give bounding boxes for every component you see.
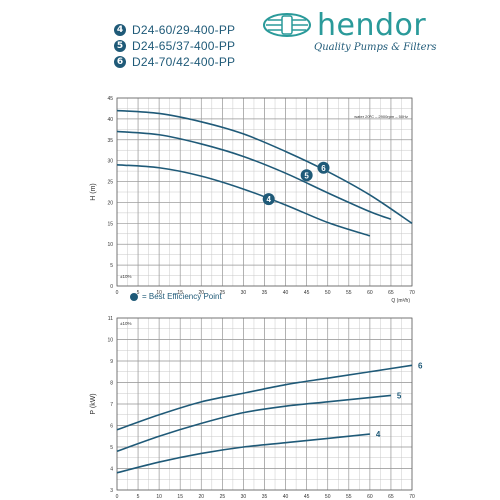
x-tick-label: 35 (262, 290, 268, 296)
curve-4 (116, 164, 371, 237)
x-tick-label: 55 (346, 290, 352, 296)
tolerance-label: ±10% (120, 274, 131, 279)
x-tick-label: 50 (325, 494, 331, 500)
x-tick-label: 65 (388, 290, 394, 296)
y-tick-label: 11 (108, 316, 113, 322)
x-tick-label: 20 (199, 494, 205, 500)
model-legend-row-6: 6 D24-70/42-400-PP (114, 55, 235, 69)
y-axis-label: H (m) (90, 183, 97, 201)
x-tick-label: 45 (304, 290, 310, 296)
brand-logo: hendor Quality Pumps & Filters (262, 6, 452, 60)
x-tick-label: 45 (304, 494, 310, 500)
y-axis-label: P (kW) (90, 393, 97, 414)
x-tick-label: 20 (199, 290, 205, 296)
model-badge-4: 4 (114, 24, 126, 36)
curve-5 (116, 130, 392, 220)
plot-frame (116, 317, 413, 491)
bep-label-5: 5 (304, 171, 309, 180)
tolerance-label: ±10% (120, 321, 131, 326)
bep-label-6: 6 (321, 164, 326, 173)
y-tick-label: 10 (107, 338, 113, 344)
y-tick-label: 35 (107, 138, 113, 144)
x-tick-label: 5 (137, 290, 140, 296)
curve-5 (116, 394, 392, 453)
x-tick-label: 70 (409, 494, 415, 500)
x-tick-label: 15 (177, 290, 183, 296)
y-tick-label: 4 (110, 467, 113, 473)
x-tick-label: 30 (241, 290, 247, 296)
x-tick-label: 35 (262, 494, 268, 500)
y-tick-label: 8 (110, 381, 113, 387)
bep-marker-6 (317, 161, 330, 174)
x-tick-label: 5 (137, 494, 140, 500)
y-tick-label: 5 (110, 445, 113, 451)
y-tick-label: 15 (107, 221, 113, 227)
x-tick-label: 55 (346, 494, 352, 500)
x-tick-label: 60 (367, 290, 373, 296)
x-tick-label: 15 (177, 494, 183, 500)
x-tick-label: 0 (116, 494, 119, 500)
conditions-annotation: water 20ºC – 2900rpm – 50Hz (354, 114, 408, 119)
x-tick-label: 40 (283, 290, 289, 296)
curve-6 (116, 364, 413, 431)
y-tick-label: 0 (110, 284, 113, 290)
bep-legend-label: = Best Efficiency Point (142, 292, 222, 301)
brand-tagline: Quality Pumps & Filters (314, 42, 437, 53)
model-name-4: D24-60/29-400-PP (132, 23, 236, 37)
bep-marker-4 (262, 193, 275, 206)
x-tick-label: 10 (156, 494, 162, 500)
y-tick-label: 3 (110, 488, 113, 494)
model-legend-row-5: 5 D24-65/37-400-PP (114, 39, 235, 53)
y-tick-label: 10 (107, 242, 113, 248)
x-tick-label: 10 (156, 290, 162, 296)
y-tick-label: 5 (110, 263, 113, 269)
x-tick-label: 70 (409, 290, 415, 296)
x-tick-label: 50 (325, 290, 331, 296)
x-tick-label: 40 (283, 494, 289, 500)
x-tick-label: 0 (116, 290, 119, 296)
bep-marker-icon (130, 292, 138, 301)
model-badge-5: 5 (114, 40, 126, 52)
y-tick-label: 30 (107, 159, 113, 165)
power-plot: 0 5 10 15 20 25 30 35 40 45 50 55 60 65 7034567891011P… (90, 316, 423, 500)
x-tick-label: 25 (220, 494, 226, 500)
curve-end-label-5: 5 (397, 391, 402, 400)
x-tick-label: 25 (220, 290, 226, 296)
model-legend-row-4: 4 D24-60/29-400-PP (114, 23, 235, 37)
curve-6 (116, 109, 413, 224)
head-plot: 0 5 10 15 20 25 30 35 40 45 50 55 60 65 70051015202530… (90, 96, 415, 304)
plot-frame (116, 97, 413, 287)
curve-end-label-6: 6 (418, 361, 423, 370)
x-tick-label: 65 (388, 494, 394, 500)
curve-4 (116, 433, 370, 474)
y-tick-label: 20 (107, 200, 113, 206)
y-tick-label: 40 (107, 117, 113, 123)
x-tick-label: 60 (367, 494, 373, 500)
bep-marker-5 (300, 169, 313, 182)
bep-label-4: 4 (266, 195, 271, 204)
model-name-6: D24-70/42-400-PP (132, 55, 236, 69)
brand-name: hendor (317, 8, 427, 43)
y-tick-label: 7 (110, 402, 113, 408)
y-tick-label: 9 (110, 359, 113, 365)
curve-end-label-4: 4 (376, 430, 381, 439)
model-badge-6: 6 (114, 56, 126, 68)
y-tick-label: 25 (107, 180, 113, 186)
bep-legend: = Best Efficiency Point (130, 292, 222, 301)
y-tick-label: 45 (107, 96, 113, 102)
hendor-logo-icon (263, 13, 311, 37)
model-name-5: D24-65/37-400-PP (132, 39, 236, 53)
x-tick-label: 30 (241, 494, 247, 500)
x-axis-label: Q (m³/h) (391, 298, 410, 304)
y-tick-label: 6 (110, 424, 113, 430)
